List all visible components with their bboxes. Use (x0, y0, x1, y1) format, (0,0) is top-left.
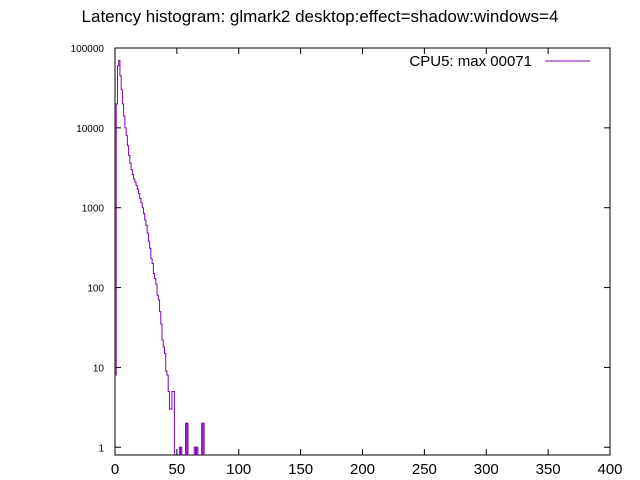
plot-frame (114, 47, 611, 456)
x-tick-label: 100 (226, 461, 251, 478)
x-tick-label: 200 (350, 461, 375, 478)
y-axis: 1 10 100 1000 10000 100000 (71, 44, 610, 454)
chart-title: Latency histogram: glmark2 desktop:effec… (82, 7, 559, 26)
y-tick-label: 100000 (71, 44, 105, 55)
x-tick-label: 300 (474, 461, 499, 478)
y-tick-label: 10 (93, 363, 105, 374)
x-axis: 0 50 100 150 200 250 300 350 400 (111, 48, 623, 478)
series-line (115, 59, 175, 455)
y-tick-label: 10000 (76, 124, 104, 135)
y-tick-label: 1 (98, 443, 104, 454)
x-tick-label: 250 (412, 461, 437, 478)
x-tick-label: 0 (111, 461, 119, 478)
histogram-bin (186, 422, 189, 455)
series-spikes (178, 422, 205, 455)
x-tick-label: 50 (169, 461, 186, 478)
x-tick-label: 350 (536, 461, 561, 478)
y-tick-label: 1000 (82, 204, 105, 215)
legend-label: CPU5: max 00071 (409, 53, 532, 70)
y-tick-label: 100 (87, 284, 104, 295)
histogram-bin (202, 422, 205, 455)
legend: CPU5: max 00071 (409, 53, 590, 70)
x-tick-label: 400 (597, 461, 622, 478)
histogram-bin (196, 446, 199, 455)
x-tick-label: 150 (288, 461, 313, 478)
histogram-bin (180, 446, 183, 455)
